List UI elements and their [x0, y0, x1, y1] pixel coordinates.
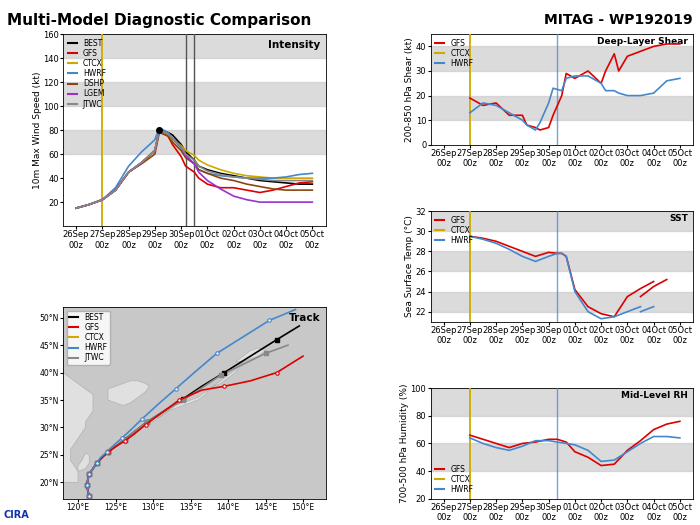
- Legend: BEST, GFS, CTCX, HWRF, DSHP, LGEM, JTWC: BEST, GFS, CTCX, HWRF, DSHP, LGEM, JTWC: [66, 38, 106, 109]
- Bar: [430, 444, 693, 471]
- Text: Track: Track: [288, 312, 321, 322]
- Text: Mid-Level RH: Mid-Level RH: [621, 392, 687, 401]
- Legend: BEST, GFS, CTCX, HWRF, JTWC: BEST, GFS, CTCX, HWRF, JTWC: [66, 311, 110, 365]
- Text: SST: SST: [669, 214, 687, 224]
- Bar: [430, 96, 693, 120]
- Legend: GFS, CTCX, HWRF: GFS, CTCX, HWRF: [434, 464, 474, 495]
- Y-axis label: 10m Max Wind Speed (kt): 10m Max Wind Speed (kt): [33, 71, 41, 189]
- Bar: [63, 130, 326, 154]
- Bar: [430, 46, 693, 71]
- Text: CIRA: CIRA: [4, 510, 29, 520]
- Legend: GFS, CTCX, HWRF: GFS, CTCX, HWRF: [434, 38, 474, 69]
- Polygon shape: [63, 318, 93, 482]
- Bar: [430, 291, 693, 312]
- Text: MITAG - WP192019: MITAG - WP192019: [545, 13, 693, 27]
- Polygon shape: [78, 453, 90, 471]
- Bar: [430, 211, 693, 231]
- Bar: [63, 82, 326, 106]
- Y-axis label: 200-850 hPa Shear (kt): 200-850 hPa Shear (kt): [405, 37, 414, 142]
- Bar: [430, 251, 693, 271]
- Polygon shape: [108, 381, 149, 405]
- Text: Deep-Layer Shear: Deep-Layer Shear: [597, 37, 687, 46]
- Text: Intensity: Intensity: [268, 40, 321, 50]
- Legend: GFS, CTCX, HWRF: GFS, CTCX, HWRF: [434, 215, 474, 246]
- Y-axis label: Sea Surface Temp (°C): Sea Surface Temp (°C): [405, 215, 414, 318]
- Y-axis label: 700-500 hPa Humidity (%): 700-500 hPa Humidity (%): [400, 384, 410, 503]
- Polygon shape: [235, 348, 265, 362]
- Text: Multi-Model Diagnostic Comparison: Multi-Model Diagnostic Comparison: [7, 13, 312, 28]
- Polygon shape: [153, 362, 243, 422]
- Bar: [430, 388, 693, 416]
- Bar: [63, 34, 326, 58]
